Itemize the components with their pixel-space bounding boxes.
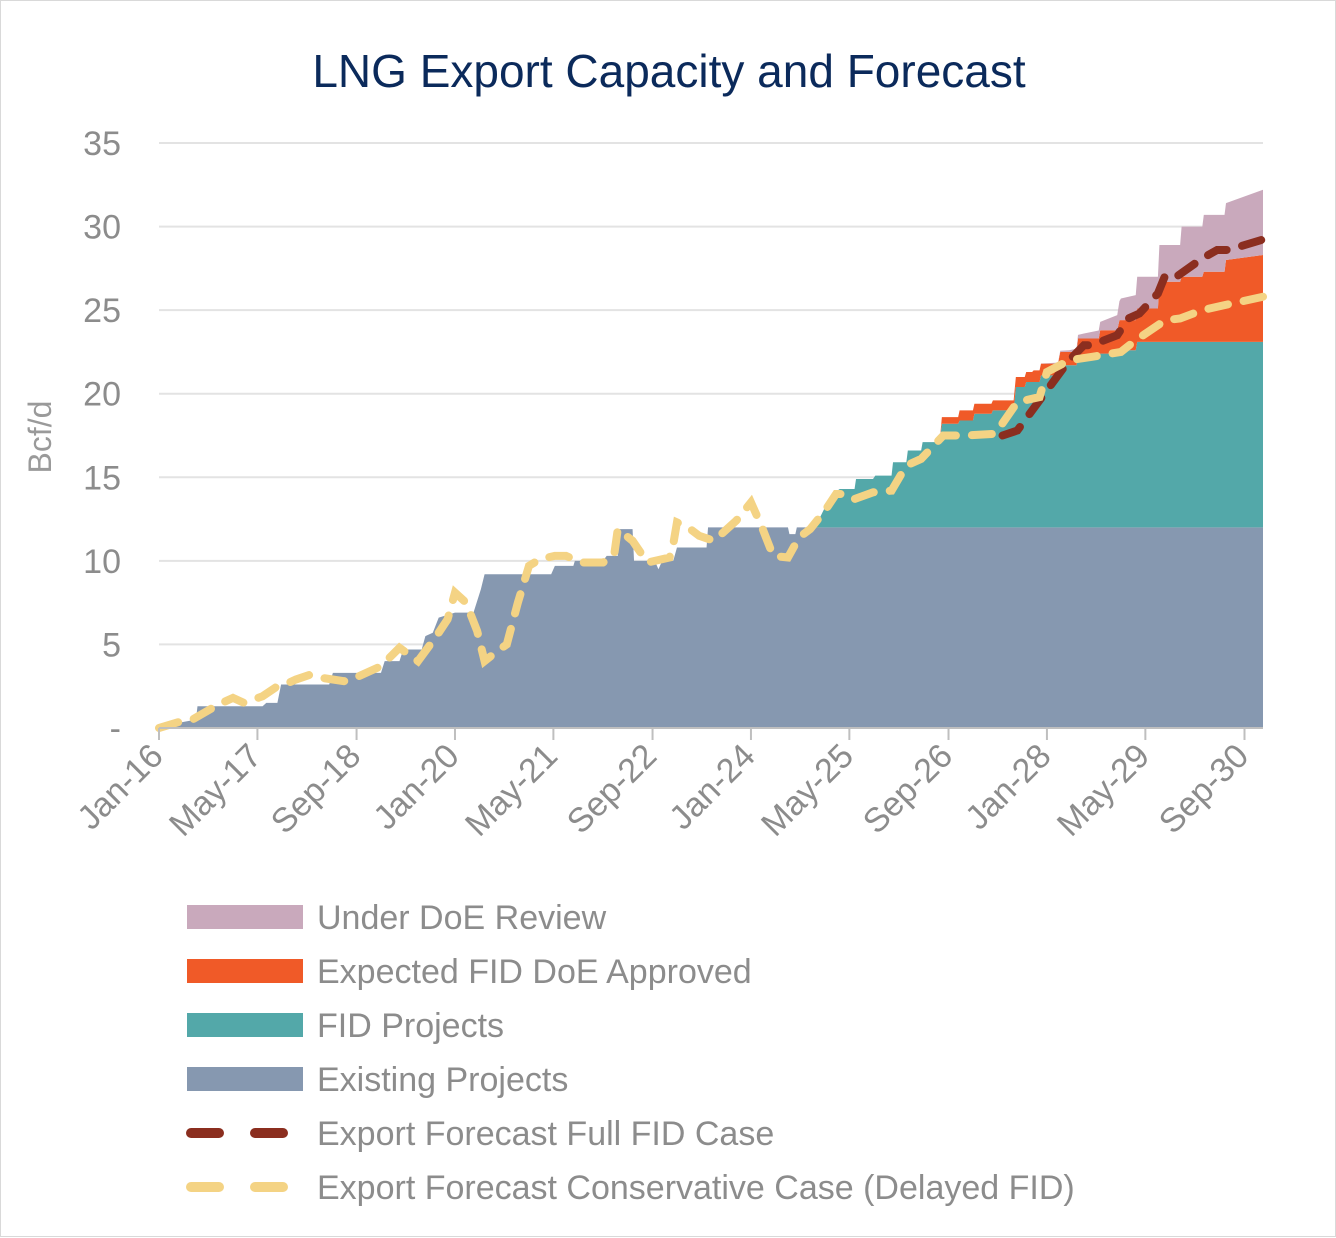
- y-axis-title: Bcf/d: [22, 401, 58, 474]
- y-tick-label: 30: [83, 209, 121, 247]
- legend-label: Expected FID DoE Approved: [317, 953, 752, 991]
- legend-swatch: [187, 905, 303, 929]
- legend-label: Under DoE Review: [317, 899, 607, 937]
- x-tick-label: Sep-18: [264, 737, 368, 841]
- x-tick-label: May-21: [458, 737, 565, 844]
- legend-label: Export Forecast Conservative Case (Delay…: [317, 1169, 1075, 1207]
- x-tick-label: Jan-24: [662, 737, 762, 837]
- y-axis: - 5 10 15 20 25 30 35: [83, 125, 121, 748]
- x-tick-label: Jan-16: [70, 737, 170, 837]
- x-axis: Jan-16May-17Sep-18Jan-20May-21Sep-22Jan-…: [70, 727, 1263, 844]
- legend: Under DoE Review Expected FID DoE Approve…: [186, 899, 1075, 1207]
- legend-swatch: [187, 959, 303, 983]
- x-tick-label: May-29: [1050, 737, 1157, 844]
- legend-label: Export Forecast Full FID Case: [317, 1115, 774, 1153]
- x-tick-label: Jan-20: [366, 737, 466, 837]
- x-tick-label: May-17: [162, 737, 269, 844]
- y-tick-label: 10: [83, 543, 121, 581]
- x-tick-label: Jan-28: [958, 737, 1058, 837]
- chart-title: LNG Export Capacity and Forecast: [312, 45, 1026, 97]
- legend-label: FID Projects: [317, 1007, 504, 1045]
- y-tick-label: 35: [83, 125, 121, 163]
- y-tick-label: 25: [83, 292, 121, 330]
- legend-swatch: [187, 1013, 303, 1037]
- area-existing-projects: [159, 527, 1263, 728]
- forecast-lines: [155, 235, 1267, 732]
- x-tick-label: Sep-26: [856, 737, 960, 841]
- line-export-forecast-conservative-case-delayed-fid-: [155, 292, 1267, 732]
- stacked-areas: [159, 189, 1263, 728]
- gridlines: [159, 142, 1263, 646]
- legend-label: Existing Projects: [317, 1061, 568, 1099]
- line-export-forecast-full-fid-case: [998, 235, 1266, 440]
- y-tick-label: 5: [102, 626, 121, 664]
- y-tick-label: -: [110, 710, 121, 748]
- legend-swatch: [187, 1067, 303, 1091]
- x-tick-label: Sep-22: [560, 737, 664, 841]
- y-tick-label: 15: [83, 459, 121, 497]
- x-tick-label: May-25: [754, 737, 861, 844]
- x-tick-label: Sep-30: [1152, 737, 1256, 841]
- y-tick-label: 20: [83, 376, 121, 414]
